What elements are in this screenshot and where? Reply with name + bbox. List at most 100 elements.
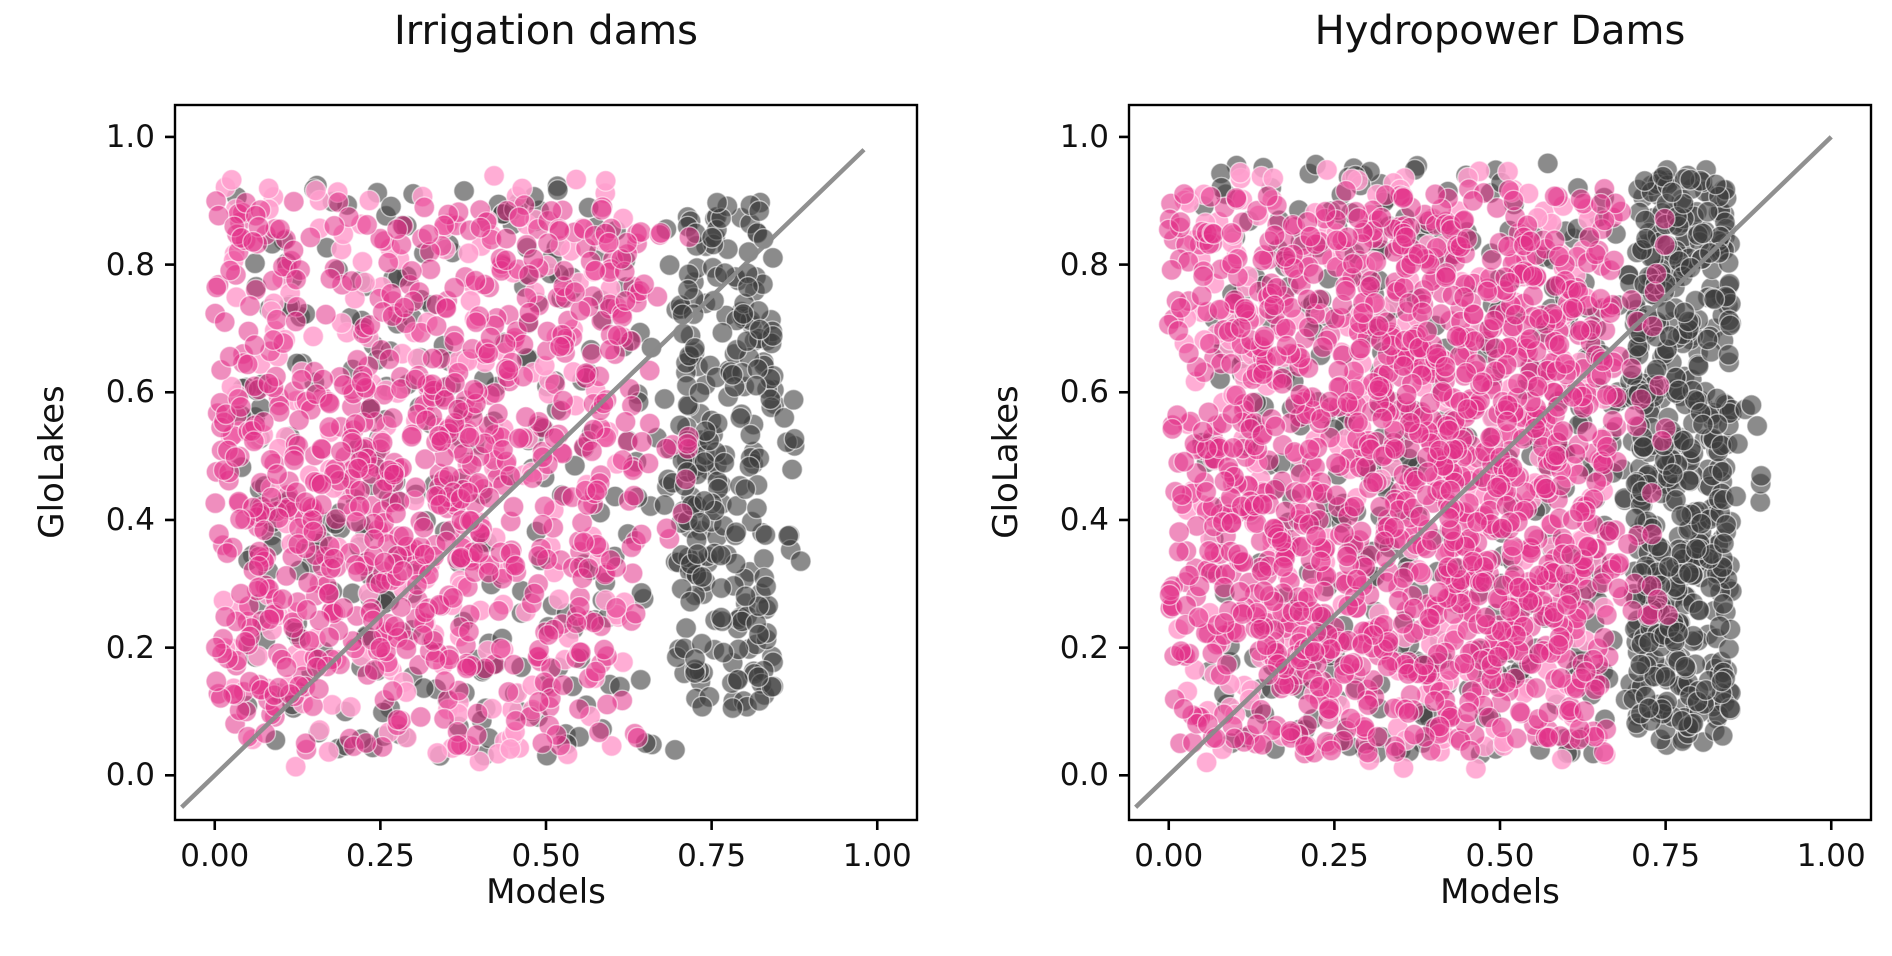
data-point [1197,401,1220,424]
data-point [1231,603,1254,626]
data-point [1536,152,1559,175]
data-point [1370,206,1393,229]
data-point [1325,484,1348,507]
data-point [1556,594,1579,617]
data-point [1220,252,1243,275]
data-point [1384,740,1407,763]
data-point [1634,209,1657,232]
data-point [1456,227,1479,250]
data-point [1490,716,1513,739]
data-point [483,164,506,187]
data-point [1365,250,1388,273]
data-point [1392,186,1415,209]
data-point [1560,543,1583,566]
data-point [1391,612,1414,635]
data-point [1253,325,1276,348]
data-point [1308,675,1331,698]
data-point [1423,690,1446,713]
data-point [1215,653,1238,676]
data-point [1637,697,1660,720]
data-point [1537,726,1560,749]
data-point [629,668,652,691]
data-point [1462,303,1485,326]
data-point [1554,352,1577,375]
data-point [1248,618,1271,641]
data-point [1251,249,1274,272]
data-point [1573,700,1596,723]
data-point [789,550,812,573]
data-point [1490,517,1513,540]
data-point [1673,301,1696,324]
data-point [1726,432,1749,455]
data-point [1289,463,1312,486]
data-point [1170,484,1193,507]
data-point [1438,419,1461,442]
data-point [1246,713,1269,736]
data-point [732,303,755,326]
data-point [748,200,771,223]
data-point [1271,372,1294,395]
data-point [257,177,280,200]
data-point [565,168,588,191]
data-point [1616,533,1639,556]
data-point [754,524,777,547]
data-point [1411,301,1434,324]
data-point [710,577,733,600]
data-point [1225,186,1248,209]
data-point [748,318,771,341]
data-point [1646,588,1669,611]
data-point [677,278,700,301]
data-point [1620,357,1643,380]
data-point [1527,564,1550,587]
data-point [380,195,403,218]
data-point [284,755,307,778]
data-point [1561,385,1584,408]
data-point [1169,211,1192,234]
data-point [1456,701,1479,724]
data-point [1199,185,1222,208]
data-point [1480,248,1503,271]
data-point [755,575,778,598]
data-point [1418,607,1441,630]
data-point [1696,328,1719,351]
y-tick-label: 1.0 [1059,118,1109,155]
data-point [1233,297,1256,320]
data-point [1710,670,1733,693]
data-point [1596,435,1619,458]
data-point [468,750,491,773]
data-point [1334,179,1357,202]
data-point [1407,242,1430,265]
data-point [1349,337,1372,360]
data-point [1521,284,1544,307]
data-point [1263,294,1286,317]
y-tick-label: 0.4 [1059,501,1109,538]
data-point [1629,653,1652,676]
data-point [1431,381,1454,404]
data-point [317,740,340,763]
data-point [1672,429,1695,452]
data-point [1317,698,1340,721]
data-point [734,585,757,608]
data-point [1198,332,1221,355]
data-point [1315,158,1338,181]
data-point [664,738,687,761]
data-point [1527,642,1550,665]
data-point [761,246,784,269]
data-point [1263,224,1286,247]
data-point [1688,599,1711,622]
data-point [1471,571,1494,594]
data-point [1424,183,1447,206]
data-point [1403,723,1426,746]
data-point [1434,266,1457,289]
data-point [1227,543,1250,566]
data-point [1332,522,1355,545]
data-point [748,623,771,646]
data-point [1427,581,1450,604]
data-point [1490,620,1513,643]
data-point [1537,701,1560,724]
data-point [1528,307,1551,330]
data-point [1595,384,1618,407]
data-point [691,695,714,718]
